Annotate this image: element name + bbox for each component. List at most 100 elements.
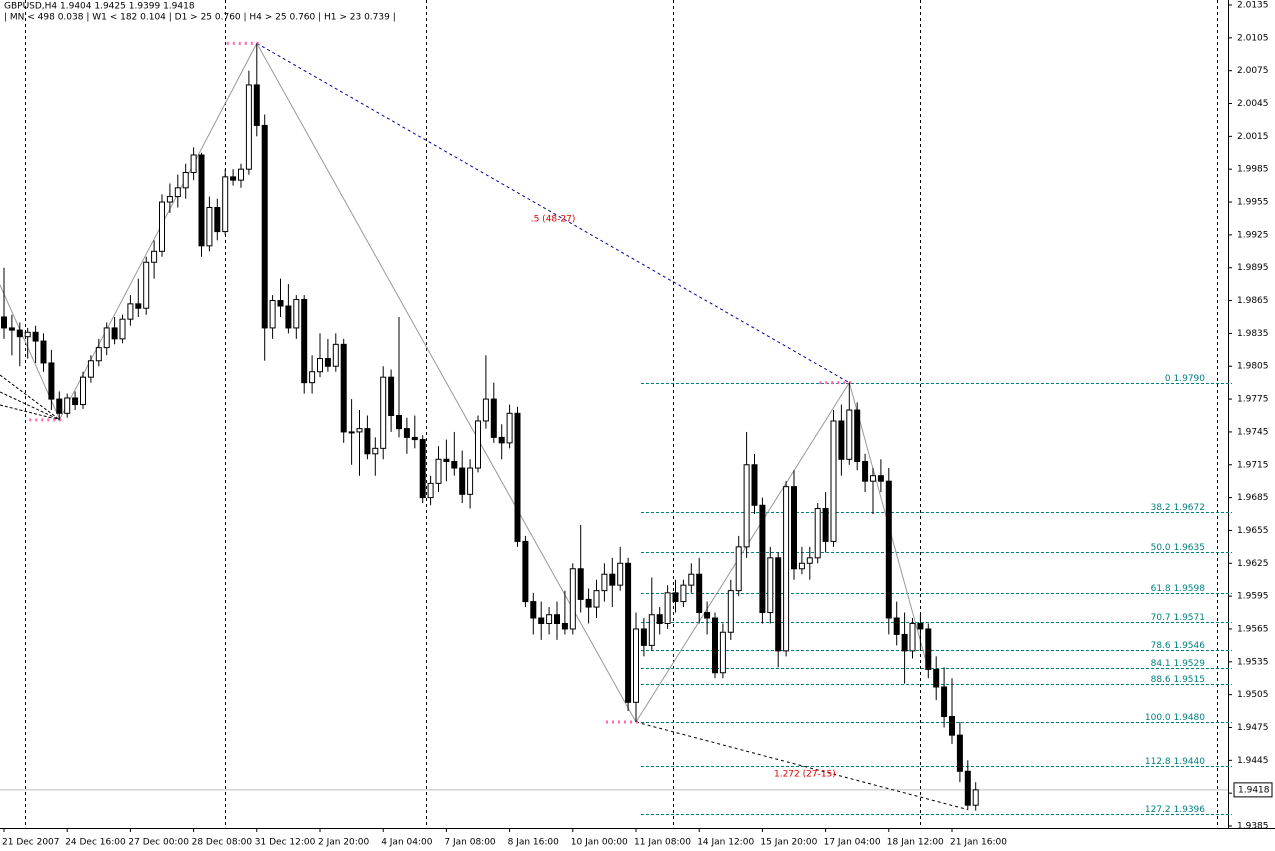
- candle-body: [293, 298, 300, 329]
- candle-body: [348, 431, 355, 434]
- y-tick-label: 1.9535: [1237, 657, 1269, 667]
- fib-label: 0 1.9790: [1165, 374, 1205, 384]
- y-tick-label: 1.9385: [1237, 822, 1269, 832]
- candle-body: [419, 439, 426, 499]
- candle-body: [893, 617, 900, 635]
- fib-label: 78.6 1.9546: [1151, 641, 1206, 651]
- y-tick-label: 2.0075: [1237, 66, 1269, 76]
- candle-body: [798, 562, 805, 570]
- candle-body: [443, 458, 450, 462]
- candle-body: [885, 480, 892, 619]
- candle-body: [356, 428, 363, 433]
- y-tick-label: 1.9715: [1237, 460, 1269, 470]
- candle-body: [727, 590, 734, 633]
- candle-body: [427, 482, 434, 499]
- candle-body: [80, 376, 86, 406]
- fib-label: 70.7 1.9571: [1151, 613, 1205, 623]
- candle-body: [648, 614, 655, 646]
- y-tick-label: 1.9865: [1237, 296, 1269, 306]
- candle-body: [554, 614, 560, 624]
- candle-body: [712, 617, 718, 674]
- y-tick-label: 2.0015: [1237, 132, 1269, 142]
- y-tick-label: 1.9505: [1237, 690, 1269, 700]
- candle-body: [48, 362, 55, 400]
- ray: [0, 374, 61, 421]
- candle-body: [664, 592, 671, 624]
- x-tick-label: 24 Dec 16:00: [65, 838, 126, 848]
- candle-body: [909, 622, 916, 652]
- candle-body: [24, 331, 31, 338]
- candle-body: [166, 196, 173, 203]
- candle-body: [530, 601, 537, 619]
- x-tick-label: 4 Jan 04:00: [381, 838, 433, 848]
- x-tick-label: 21 Jan 16:00: [950, 838, 1007, 848]
- x-tick-label: 18 Jan 12:00: [887, 838, 944, 848]
- candle-body: [340, 343, 347, 433]
- candle-body: [791, 486, 797, 570]
- candle-body: [16, 329, 23, 338]
- candle-body: [941, 686, 948, 718]
- bid-label: 1.9418: [1238, 785, 1270, 795]
- candle-body: [403, 428, 410, 438]
- candle-body: [956, 734, 963, 772]
- y-tick-label: 1.9925: [1237, 230, 1269, 240]
- y-tick-label: 1.9895: [1237, 263, 1269, 273]
- fib-label: 84.1 1.9529: [1151, 659, 1206, 669]
- candle-body: [135, 303, 142, 309]
- candle-body: [490, 398, 497, 438]
- candle-body: [261, 124, 268, 329]
- candle-body: [245, 84, 252, 170]
- candle-body: [569, 568, 576, 630]
- candle-body: [230, 176, 237, 181]
- candle-body: [901, 633, 908, 652]
- candle-body: [467, 467, 474, 495]
- y-tick-label: 2.0045: [1237, 99, 1269, 109]
- candle-body: [688, 573, 695, 586]
- x-tick-label: 27 Dec 00:00: [128, 838, 189, 848]
- candle-body: [617, 562, 624, 586]
- y-tick-label: 1.9685: [1237, 493, 1269, 503]
- y-tick-label: 1.9835: [1237, 329, 1269, 339]
- candle-body: [972, 789, 979, 806]
- candle-body: [277, 300, 284, 307]
- candle-body: [380, 376, 387, 449]
- candle-body: [396, 415, 402, 430]
- candle-body: [222, 176, 229, 233]
- candle-body: [625, 562, 632, 703]
- candle-body: [775, 557, 782, 652]
- candle-body: [814, 508, 821, 559]
- candle-body: [862, 460, 869, 482]
- candle-body: [411, 436, 418, 441]
- candle-body: [925, 628, 932, 670]
- candle-body: [332, 343, 339, 367]
- y-tick-label: 1.9655: [1237, 526, 1269, 536]
- candle-body: [830, 420, 837, 542]
- y-tick-label: 1.9625: [1237, 559, 1269, 569]
- candle-body: [735, 546, 742, 592]
- y-tick-label: 1.9985: [1237, 165, 1269, 175]
- header-line-1: GBPUSD,H4 1.9404 1.9425 1.9399 1.9418: [4, 2, 195, 12]
- candle-body: [40, 340, 47, 364]
- x-tick-label: 11 Jan 08:00: [634, 838, 691, 848]
- candle-body: [317, 358, 323, 373]
- y-tick-label: 1.9955: [1237, 198, 1269, 208]
- candle-body: [95, 347, 102, 362]
- candle-body: [253, 84, 260, 126]
- ray: [0, 404, 61, 421]
- candle-body: [538, 617, 545, 624]
- candle-body: [301, 298, 308, 384]
- candle-body: [143, 261, 150, 309]
- candle-body: [127, 303, 134, 320]
- x-tick-label: 28 Dec 08:00: [192, 838, 253, 848]
- zigzag: [58, 42, 929, 723]
- y-tick-label: 1.9565: [1237, 624, 1269, 634]
- candle-body: [206, 207, 213, 247]
- candle-body: [64, 397, 71, 414]
- x-tick-label: 21 Dec 2007: [2, 838, 60, 848]
- candle-body: [949, 716, 955, 736]
- candle-body: [8, 327, 15, 331]
- candle-body: [751, 464, 758, 506]
- candle-body: [190, 154, 197, 173]
